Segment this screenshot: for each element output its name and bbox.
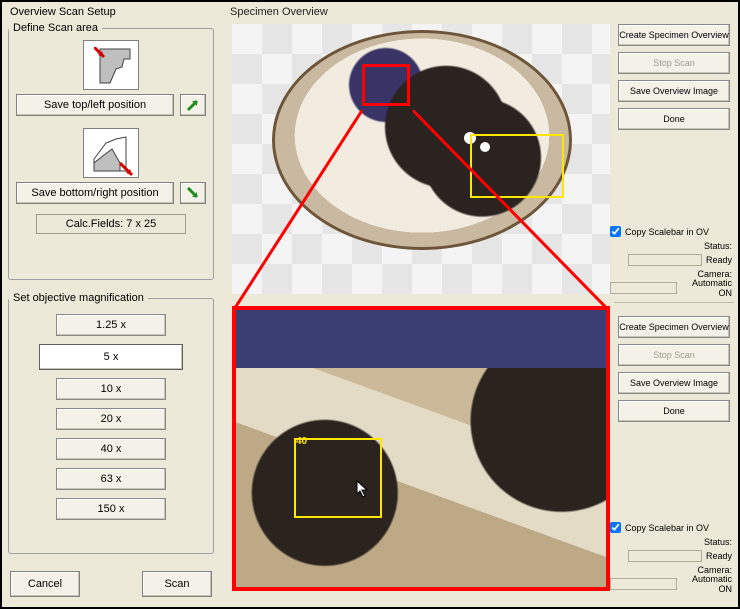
magnification-option[interactable]: 150 x bbox=[56, 498, 166, 520]
done-button[interactable]: Done bbox=[618, 400, 730, 422]
copy-scalebar-checkbox[interactable]: Copy Scalebar in OV bbox=[610, 226, 732, 237]
overview-actions-bottom: Create Specimen Overview Stop Scan Save … bbox=[618, 316, 730, 428]
overview-scan-setup-title: Overview Scan Setup bbox=[6, 4, 216, 20]
camera-slot bbox=[610, 578, 677, 590]
define-scan-area-group: Define Scan area Save top/left position bbox=[8, 22, 214, 280]
stop-scan-button[interactable]: Stop Scan bbox=[618, 344, 730, 366]
magnification-option[interactable]: 5 x bbox=[39, 344, 183, 370]
create-overview-button[interactable]: Create Specimen Overview bbox=[618, 316, 730, 338]
bottom-right-corner-icon bbox=[83, 128, 139, 178]
panel-divider bbox=[614, 302, 734, 303]
copy-scalebar-label: Copy Scalebar in OV bbox=[625, 523, 709, 533]
scan-button[interactable]: Scan bbox=[142, 571, 212, 597]
create-overview-button[interactable]: Create Specimen Overview bbox=[618, 24, 730, 46]
camera-value: Automatic ON bbox=[681, 574, 732, 594]
magnification-option[interactable]: 10 x bbox=[56, 378, 166, 400]
magnification-option[interactable]: 63 x bbox=[56, 468, 166, 490]
overview-scan-setup-panel: Overview Scan Setup Define Scan area Sav… bbox=[6, 4, 216, 603]
camera-slot bbox=[610, 282, 677, 294]
scan-field-selection[interactable] bbox=[470, 134, 564, 198]
save-overview-image-button[interactable]: Save Overview Image bbox=[618, 80, 730, 102]
arrow-down-right-icon bbox=[185, 185, 201, 201]
magnification-option[interactable]: 1.25 x bbox=[56, 314, 166, 336]
status-slot bbox=[628, 550, 702, 562]
status-block-bottom: Copy Scalebar in OV Status: Ready Camera… bbox=[610, 522, 732, 591]
zoom-scan-field[interactable] bbox=[294, 438, 382, 518]
cancel-button[interactable]: Cancel bbox=[10, 571, 80, 597]
status-value: Ready bbox=[706, 255, 732, 265]
zoom-image[interactable]: 40 bbox=[232, 306, 610, 591]
specimen-overview-panel: Specimen Overview 40 Create Specimen Ove… bbox=[222, 6, 734, 603]
calc-fields-readout: Calc.Fields: 7 x 25 bbox=[36, 214, 186, 234]
status-label: Status: bbox=[704, 537, 732, 547]
objective-magnification-legend: Set objective magnification bbox=[9, 292, 148, 304]
corner-bottomright-glyph bbox=[90, 133, 136, 177]
top-left-corner-icon bbox=[83, 40, 139, 90]
specimen-overview-title: Specimen Overview bbox=[222, 6, 734, 18]
status-value: Ready bbox=[706, 551, 732, 561]
status-label: Status: bbox=[704, 241, 732, 251]
status-slot bbox=[628, 254, 702, 266]
define-scan-area-legend: Define Scan area bbox=[9, 22, 102, 34]
copy-scalebar-checkbox[interactable]: Copy Scalebar in OV bbox=[610, 522, 732, 533]
copy-scalebar-input[interactable] bbox=[610, 522, 621, 533]
copy-scalebar-label: Copy Scalebar in OV bbox=[625, 227, 709, 237]
save-bottom-right-button[interactable]: Save bottom/right position bbox=[16, 182, 174, 204]
corner-topleft-glyph bbox=[94, 47, 134, 87]
arrow-up-right-button[interactable] bbox=[180, 94, 206, 116]
magnification-option[interactable]: 40 x bbox=[56, 438, 166, 460]
zoom-scan-field-label: 40 bbox=[296, 436, 307, 447]
arrow-up-right-icon bbox=[185, 97, 201, 113]
overview-actions-top: Create Specimen Overview Stop Scan Save … bbox=[618, 24, 730, 136]
stop-scan-button[interactable]: Stop Scan bbox=[618, 52, 730, 74]
objective-magnification-group: Set objective magnification 1.25 x 5 x 10 … bbox=[8, 292, 214, 554]
camera-value: Automatic ON bbox=[681, 278, 732, 298]
magnification-option[interactable]: 20 x bbox=[56, 408, 166, 430]
copy-scalebar-input[interactable] bbox=[610, 226, 621, 237]
done-button[interactable]: Done bbox=[618, 108, 730, 130]
save-overview-image-button[interactable]: Save Overview Image bbox=[618, 372, 730, 394]
save-top-left-button[interactable]: Save top/left position bbox=[16, 94, 174, 116]
zoom-tissue bbox=[236, 310, 606, 587]
arrow-down-right-button[interactable] bbox=[180, 182, 206, 204]
status-block-top: Copy Scalebar in OV Status: Ready Camera… bbox=[610, 226, 732, 295]
mouse-cursor-icon bbox=[356, 480, 370, 498]
zoom-source-selection[interactable] bbox=[362, 64, 410, 106]
